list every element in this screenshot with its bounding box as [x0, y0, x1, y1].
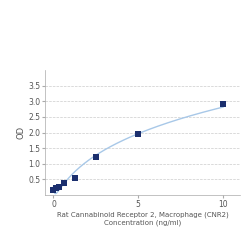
- Point: [62, 181, 66, 185]
- Point: [57, 185, 61, 189]
- Point: [54, 186, 58, 190]
- Y-axis label: OD: OD: [16, 126, 25, 139]
- Point: [52, 188, 56, 192]
- X-axis label: Rat Cannabinoid Receptor 2, Macrophage (CNR2)
Concentration (ng/ml): Rat Cannabinoid Receptor 2, Macrophage (…: [56, 212, 228, 226]
- Point: [94, 155, 98, 159]
- Point: [73, 176, 77, 180]
- Point: [221, 102, 225, 106]
- Point: [136, 132, 140, 136]
